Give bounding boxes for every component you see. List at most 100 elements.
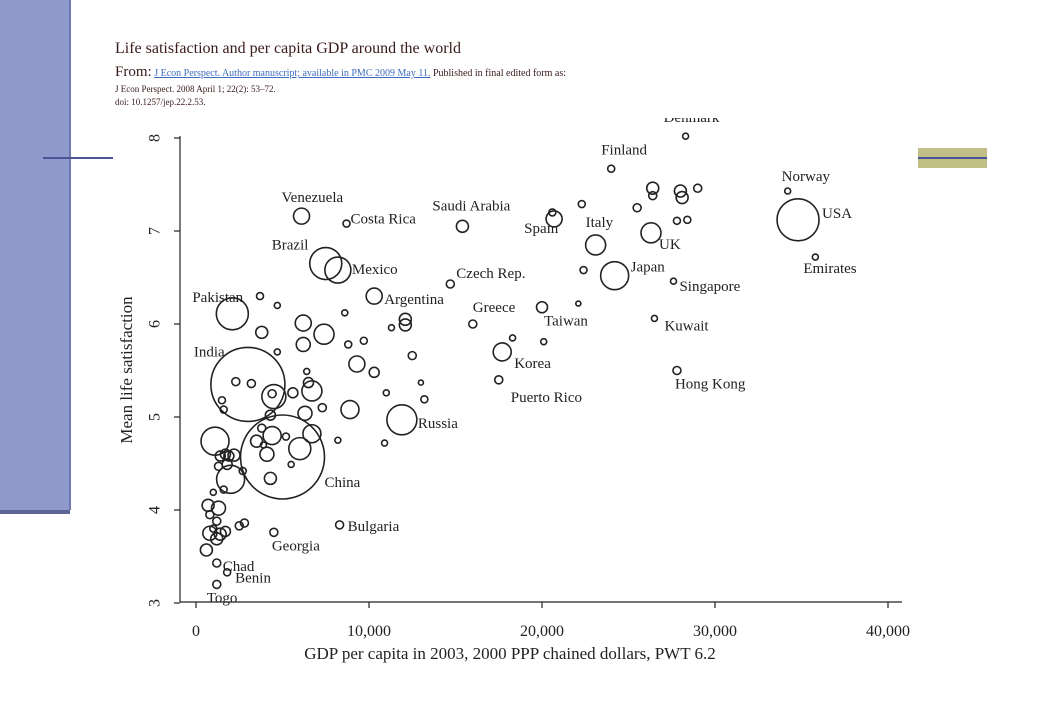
data-point [348,355,366,373]
data-point [214,450,227,462]
data-point [209,488,218,497]
from-label: From: [115,64,152,80]
data-point [340,399,360,420]
data-point [302,367,311,376]
data-point [343,340,353,349]
data-point [281,432,291,441]
data-point-greece [467,319,478,329]
data-point [261,383,287,410]
data-point [398,312,413,327]
point-label: Puerto Rico [511,390,582,406]
data-point [407,350,418,361]
x-tick-label: 20,000 [520,623,564,640]
data-point [675,190,689,205]
data-point-usa [776,198,820,242]
data-point [382,389,391,397]
data-point [380,439,389,447]
point-label: USA [822,206,852,222]
source-line: From: J Econ Perspect. Author manuscript… [115,64,566,81]
point-label: Georgia [272,538,320,554]
x-tick-label: 10,000 [347,623,391,640]
data-point [267,388,277,399]
data-point [579,265,588,275]
point-label: China [325,475,361,491]
data-point [238,466,248,476]
point-label: Japan [631,260,666,276]
data-point [263,471,278,486]
data-point [577,199,587,209]
data-point [200,426,230,456]
data-point [417,379,425,386]
data-point-russia [386,403,418,436]
point-label: Kuwait [664,318,709,334]
data-point [645,181,660,196]
decorative-line-right [918,157,987,159]
data-point [508,334,517,342]
source-rest: Published in final edited form as: [430,68,566,79]
data-point [287,460,295,469]
point-label: Saudi Arabia [432,198,510,214]
data-point [359,336,369,346]
data-point-kuwait [650,314,659,323]
data-point [221,458,233,471]
source-link[interactable]: J Econ Perspect. Author manuscript; avai… [154,68,431,79]
x-tick-label: 0 [192,623,200,640]
data-point [211,516,222,526]
data-point-georgia [269,527,279,538]
data-point [217,395,227,405]
data-point-hong-kong [672,365,682,376]
data-point [672,216,682,226]
data-point [249,434,264,448]
data-point [215,464,246,495]
y-tick-label: 8 [147,134,164,142]
data-point [632,202,642,213]
y-tick-label: 5 [147,413,164,421]
data-point [288,436,312,461]
data-point [313,323,335,346]
point-label: Finland [601,143,647,159]
point-label: UK [659,237,681,253]
data-point-argentina [365,287,383,305]
data-point-chad [211,558,222,568]
data-point [317,402,328,413]
data-point [295,336,312,353]
point-label: Benin [235,570,271,586]
data-point-costa-rica [342,219,351,228]
data-point [256,423,267,433]
data-point-india [210,346,286,423]
data-point [210,500,227,516]
point-label: Emirates [803,261,856,277]
data-point [673,184,688,198]
data-point [301,380,323,402]
data-point [205,509,215,520]
data-point [647,190,658,201]
point-label: Taiwan [544,313,588,329]
point-label: Denmark [664,118,720,126]
citation-line-2: doi: 10.1257/jep.22.2.53. [115,97,206,107]
point-label: India [194,344,225,360]
point-label: Argentina [384,292,444,308]
data-point-denmark [681,132,690,140]
point-label: Czech Rep. [456,266,525,282]
data-point-puerto-rico [493,374,504,385]
data-point [340,309,349,317]
point-label: Greece [473,300,516,316]
data-point [302,423,322,444]
data-point-uk [640,222,662,244]
y-tick-label: 4 [147,506,164,514]
data-point [387,323,396,332]
point-label: Venezuela [282,190,344,206]
x-axis-label: GDP per capita in 2003, 2000 PPP chained… [304,644,716,663]
data-point [273,301,282,310]
data-point-norway [783,187,792,195]
data-point-togo [211,579,222,590]
slide-sidebar-shadow [0,510,70,514]
data-point [254,325,269,340]
decorative-line-left [43,157,113,159]
point-label: Korea [514,356,551,372]
point-label: Mexico [352,262,398,278]
point-label: Russia [418,416,458,432]
data-point [209,532,224,546]
data-point [219,485,228,494]
data-point [230,376,241,387]
